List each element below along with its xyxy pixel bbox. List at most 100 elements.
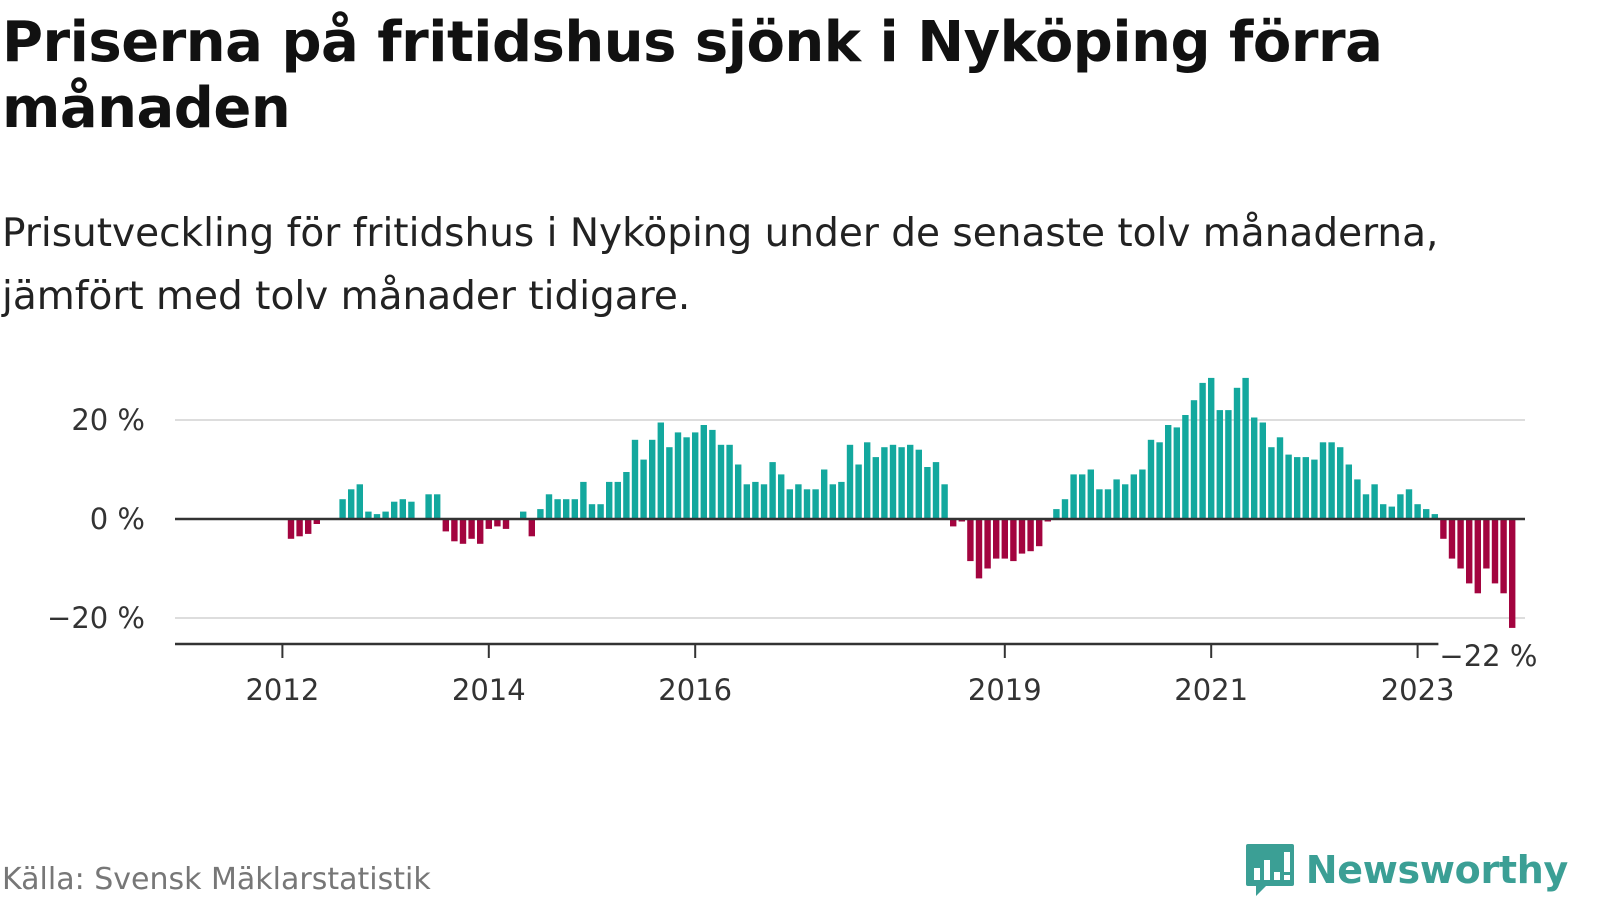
bar [477,519,484,544]
bar [382,511,389,519]
bar [1104,489,1112,519]
bar [537,509,544,519]
bar [760,484,768,519]
bar [1079,474,1086,519]
brand-logo: Newsworthy [1244,842,1568,898]
annotation-background [1438,632,1539,668]
bar [1276,437,1284,519]
bar [743,484,750,519]
bar [1096,489,1103,519]
bar [1491,519,1499,584]
bar [1018,519,1026,554]
bar [726,444,733,520]
bar [1423,509,1430,519]
bar [425,494,432,520]
bar [356,484,363,519]
bar [373,514,381,520]
bar [545,494,553,520]
bar [674,432,682,519]
bar [950,519,957,527]
bar [1405,489,1413,519]
bar [941,484,948,519]
bar [855,464,862,519]
bar [846,444,854,520]
bar [1483,519,1490,569]
bar [1371,484,1378,519]
bar [588,504,596,520]
bar [1147,439,1155,519]
bar [666,447,673,519]
y-tick-label: 0 % [90,502,145,536]
bar [554,499,561,519]
bar [967,519,974,562]
bar [1474,519,1481,594]
bar [614,481,621,519]
bar [1337,447,1344,519]
bar [975,519,983,579]
bar [1457,519,1464,569]
x-tick-label: 2012 [245,673,319,707]
x-tick-label: 2023 [1381,673,1455,707]
bar [1440,519,1447,539]
bar [502,519,510,529]
bar [1302,457,1309,519]
bar [1242,377,1249,519]
bar [881,447,888,519]
bar [1122,484,1129,519]
bar [597,504,604,520]
bar [1251,417,1258,519]
bar [348,489,355,519]
bar [717,444,725,520]
bar [305,519,312,534]
bar [631,439,639,519]
bar [924,467,931,519]
bar [1448,519,1456,559]
bar [1328,442,1335,519]
bar [907,444,914,520]
newsworthy-logo-icon [1245,844,1294,896]
bar [459,519,467,544]
bar [1053,509,1060,519]
bar [700,425,707,519]
bar [339,499,346,519]
x-tick-label: 2021 [1174,673,1248,707]
bar [872,457,879,519]
bar [984,519,991,569]
bar [1466,519,1473,584]
bar [1130,474,1137,519]
bar [580,481,587,519]
bar [1061,499,1069,519]
bar [1354,479,1361,519]
bar [1268,447,1275,519]
bar [1414,504,1421,520]
bar [1294,457,1301,519]
bar [442,519,449,532]
bar [838,481,845,519]
bar [1345,464,1352,519]
bar [1139,469,1146,519]
bar [1397,494,1404,520]
bar [1027,519,1034,552]
bar [889,444,897,520]
bar [451,519,458,542]
bar [864,442,871,519]
bar [1113,479,1120,519]
bar [769,462,776,519]
bar [640,459,647,519]
bar [365,511,372,519]
bar [786,489,793,519]
bar [571,499,578,519]
bar [1216,410,1223,519]
bar [563,499,570,519]
bar [1190,400,1198,519]
brand-name: Newsworthy [1305,848,1569,892]
bar [812,489,819,519]
annotation-label: −22 % [1439,639,1537,673]
bar [1509,519,1516,628]
x-tick-label: 2014 [452,673,526,707]
bar [408,501,415,519]
bar [649,439,656,519]
bar [932,462,940,519]
bar [1010,519,1017,562]
y-tick-label: 20 % [71,403,145,437]
